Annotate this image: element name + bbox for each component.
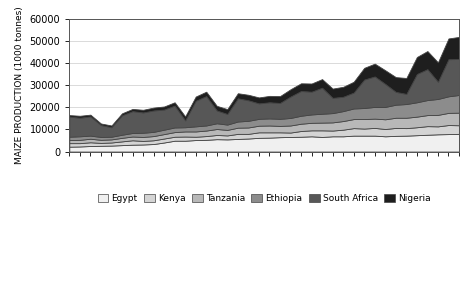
Legend: Egypt, Kenya, Tanzania, Ethiopia, South Africa, Nigeria: Egypt, Kenya, Tanzania, Ethiopia, South … <box>98 194 431 203</box>
Y-axis label: MAIZE PRODUCTION (1000 tonnes): MAIZE PRODUCTION (1000 tonnes) <box>15 6 24 164</box>
